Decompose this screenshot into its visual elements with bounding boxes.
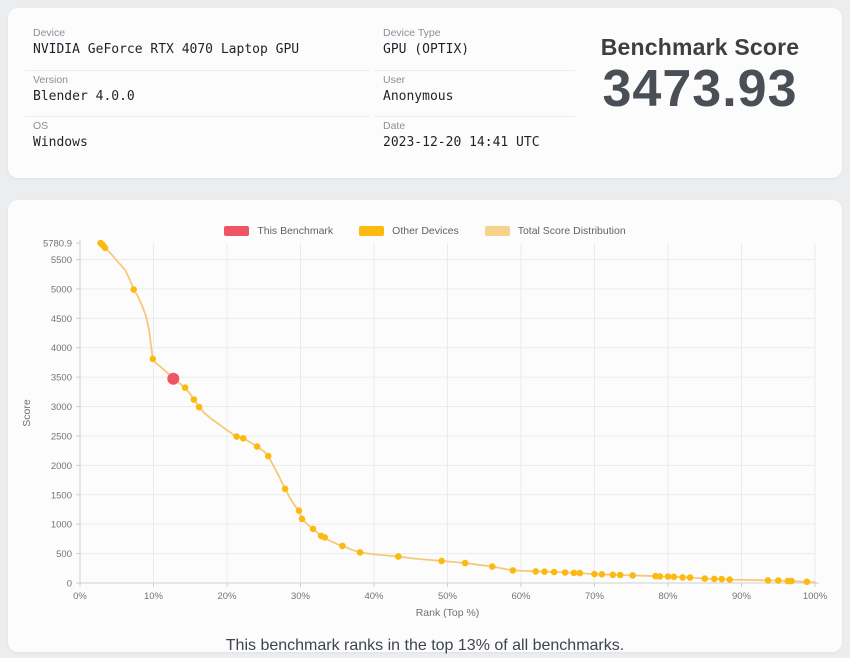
svg-text:4000: 4000 bbox=[51, 343, 72, 354]
svg-text:Rank (Top %): Rank (Top %) bbox=[416, 607, 480, 619]
field-device-type-label: Device Type bbox=[383, 27, 441, 39]
svg-text:50%: 50% bbox=[438, 591, 458, 602]
svg-text:5000: 5000 bbox=[51, 284, 72, 295]
svg-text:Score: Score bbox=[21, 399, 33, 427]
field-date-value: 2023-12-20 14:41 UTC bbox=[383, 135, 540, 151]
svg-text:10%: 10% bbox=[144, 591, 164, 602]
legend-label: This Benchmark bbox=[257, 225, 334, 237]
svg-text:30%: 30% bbox=[291, 591, 311, 602]
field-device-type: Device Type GPU (OPTIX) bbox=[375, 24, 575, 71]
svg-text:20%: 20% bbox=[217, 591, 237, 602]
legend-label: Total Score Distribution bbox=[517, 225, 626, 237]
field-date-label: Date bbox=[383, 120, 406, 133]
legend-item-other-devices[interactable]: Other Devices bbox=[359, 225, 459, 237]
legend-item-total-distribution[interactable]: Total Score Distribution bbox=[484, 225, 626, 237]
field-os: OS Windows bbox=[25, 117, 370, 164]
benchmark-chart-svg[interactable]: 0 500 1000 1500 2000 2500 3000 3500 4000 4500 5000… bbox=[8, 240, 842, 622]
field-version-value: Blender 4.0.0 bbox=[33, 88, 135, 104]
field-device: Device NVIDIA GeForce RTX 4070 Laptop GP… bbox=[25, 24, 370, 71]
svg-text:70%: 70% bbox=[585, 591, 605, 602]
device-info-grid: Device NVIDIA GeForce RTX 4070 Laptop GP… bbox=[25, 24, 575, 164]
svg-text:3000: 3000 bbox=[51, 402, 72, 413]
field-os-value: Windows bbox=[33, 135, 88, 151]
field-date: Date 2023-12-20 14:41 UTC bbox=[375, 117, 575, 164]
svg-text:1500: 1500 bbox=[51, 490, 72, 501]
this-benchmark-swatch-icon bbox=[224, 226, 250, 236]
benchmark-chart-card: This Benchmark Other Devices Total Score… bbox=[8, 200, 842, 654]
field-version: Version Blender 4.0.0 bbox=[25, 71, 370, 118]
svg-text:3500: 3500 bbox=[51, 373, 72, 384]
svg-text:2500: 2500 bbox=[51, 431, 72, 442]
svg-text:5780.9: 5780.9 bbox=[43, 240, 72, 250]
svg-text:4500: 4500 bbox=[51, 314, 72, 325]
svg-text:1000: 1000 bbox=[51, 520, 72, 531]
svg-text:500: 500 bbox=[56, 549, 72, 560]
svg-text:0%: 0% bbox=[73, 591, 87, 602]
svg-text:60%: 60% bbox=[511, 591, 531, 602]
field-version-label: Version bbox=[33, 73, 69, 86]
svg-text:90%: 90% bbox=[732, 591, 752, 602]
svg-text:2000: 2000 bbox=[51, 461, 72, 472]
other-devices-swatch-icon bbox=[359, 226, 385, 236]
chart-legend: This Benchmark Other Devices Total Score… bbox=[8, 222, 842, 240]
field-device-label: Device bbox=[33, 27, 66, 39]
svg-text:100%: 100% bbox=[803, 591, 828, 602]
svg-text:0: 0 bbox=[67, 579, 72, 590]
svg-text:5500: 5500 bbox=[51, 255, 72, 266]
field-device-type-value: GPU (OPTIX) bbox=[383, 42, 470, 57]
benchmark-score-block: Benchmark Score 3473.93 bbox=[575, 24, 825, 164]
rank-caption: This benchmark ranks in the top 13% of a… bbox=[225, 637, 625, 654]
benchmark-info-card: Device NVIDIA GeForce RTX 4070 Laptop GP… bbox=[8, 8, 842, 178]
svg-text:40%: 40% bbox=[364, 591, 384, 602]
benchmark-score-value: 3473.93 bbox=[602, 60, 798, 118]
field-device-value: NVIDIA GeForce RTX 4070 Laptop GPU bbox=[33, 42, 300, 57]
field-user-label: User bbox=[383, 73, 406, 86]
svg-text:80%: 80% bbox=[658, 591, 678, 602]
field-os-label: OS bbox=[33, 120, 49, 133]
legend-item-this-benchmark[interactable]: This Benchmark bbox=[224, 225, 333, 237]
field-user-value: Anonymous bbox=[383, 88, 454, 104]
benchmark-score-title: Benchmark Score bbox=[600, 34, 800, 60]
total-distribution-swatch-icon bbox=[484, 226, 510, 236]
legend-label: Other Devices bbox=[392, 225, 459, 237]
field-user: User Anonymous bbox=[375, 71, 575, 118]
